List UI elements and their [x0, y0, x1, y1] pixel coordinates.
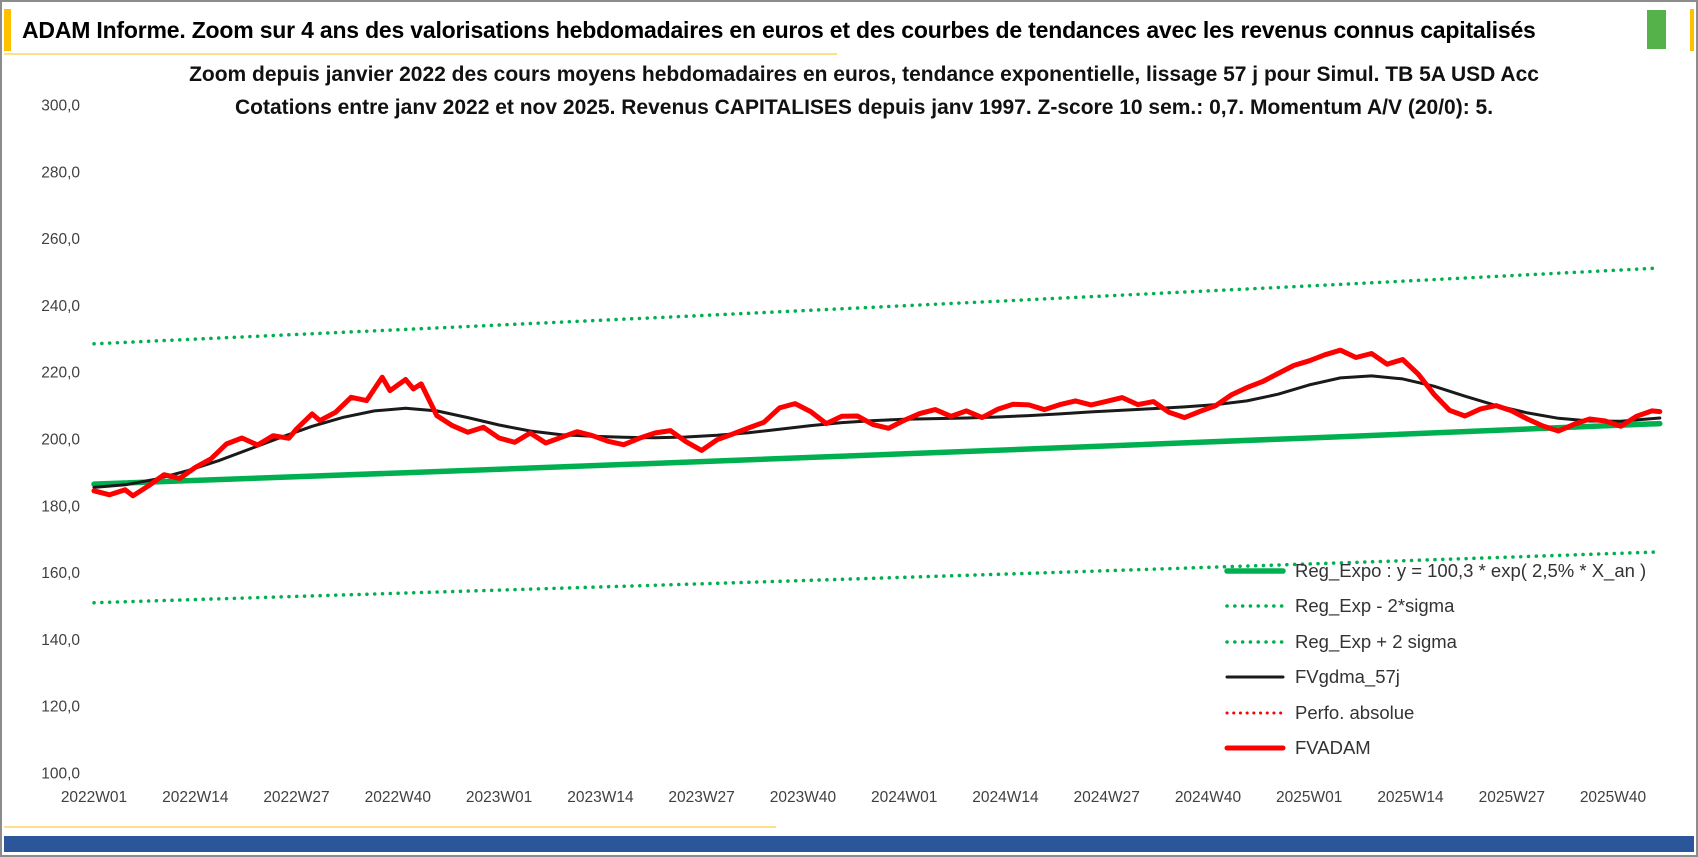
- header-accent-right-strip: [1690, 9, 1694, 51]
- legend-item-label: FVADAM: [1295, 737, 1371, 759]
- series-line-FVgdma_57j: [92, 374, 1662, 489]
- chart-title-line2: Cotations entre janv 2022 et nov 2025. R…: [234, 96, 1494, 119]
- y-tick-label: 100,0: [41, 766, 80, 783]
- legend-line-sample: [1225, 640, 1285, 644]
- series-line-Reg_Expo: [91, 420, 1663, 487]
- x-tick-label: 2024W14: [972, 789, 1039, 806]
- title-bar: ADAM Informe. Zoom sur 4 ans des valoris…: [4, 9, 1694, 51]
- header-accent-green-block: [1647, 10, 1666, 49]
- y-tick-label: 220,0: [41, 365, 80, 382]
- y-tick-label: 200,0: [41, 432, 80, 449]
- legend-item-Reg_Expo: Reg_Expo : y = 100,3 * exp( 2,5% * X_an …: [1224, 553, 1646, 589]
- y-tick-label: 260,0: [41, 231, 80, 248]
- x-tick-label: 2023W01: [466, 789, 532, 806]
- x-tick-label: 2025W40: [1580, 789, 1647, 806]
- legend-line-sample: [1225, 604, 1285, 608]
- legend-line-sample: [1224, 745, 1286, 751]
- series-line-FVADAM: [91, 347, 1663, 499]
- x-tick-label: 2022W14: [162, 789, 229, 806]
- separator-line-bottom: [4, 826, 776, 828]
- x-tick-label: 2024W27: [1074, 789, 1140, 806]
- legend-item-label: Reg_Exp - 2*sigma: [1295, 595, 1455, 617]
- x-tick-label: 2023W40: [770, 789, 837, 806]
- series-line-Reg_Exp_plus: [92, 266, 1662, 346]
- legend-item-FVgdma_57j: FVgdma_57j: [1224, 660, 1646, 696]
- y-tick-label: 160,0: [41, 565, 80, 582]
- legend-item-Reg_Exp_plus: Reg_Exp + 2 sigma: [1224, 624, 1646, 660]
- series-line-Reg_Exp_minus: [92, 550, 1662, 605]
- legend-item-Perfo_absolue: Perfo. absolue: [1224, 695, 1646, 731]
- legend-line-sample: [1225, 711, 1285, 715]
- y-tick-label: 300,0: [41, 98, 80, 115]
- x-tick-label: 2025W01: [1276, 789, 1342, 806]
- x-tick-label: 2022W40: [365, 789, 432, 806]
- chart-plot-area: 300,0 280,0 260,0 240,0 220,0 200,0 180,0 160,0…: [41, 98, 1663, 806]
- footer-bar: [4, 836, 1694, 852]
- legend-line-sample: [1225, 675, 1285, 679]
- y-tick-label: 280,0: [41, 164, 80, 181]
- legend-item-Reg_Exp_minus: Reg_Exp - 2*sigma: [1224, 589, 1646, 625]
- x-tick-label: 2025W27: [1479, 789, 1545, 806]
- x-tick-label: 2023W14: [567, 789, 634, 806]
- separator-line-top: [4, 53, 837, 55]
- legend-line-sample: [1224, 568, 1286, 574]
- x-tick-label: 2023W27: [668, 789, 734, 806]
- x-tick-label: 2025W14: [1377, 789, 1444, 806]
- y-tick-label: 180,0: [41, 498, 80, 515]
- y-tick-label: 240,0: [41, 298, 80, 315]
- page-title: ADAM Informe. Zoom sur 4 ans des valoris…: [22, 17, 1536, 43]
- y-tick-label: 140,0: [41, 632, 80, 649]
- chart-title-line1: Zoom depuis janvier 2022 des cours moyen…: [189, 63, 1539, 86]
- chart-legend: Reg_Expo : y = 100,3 * exp( 2,5% * X_an …: [1224, 553, 1646, 766]
- x-tick-label: 2022W27: [263, 789, 329, 806]
- legend-item-label: FVgdma_57j: [1295, 666, 1400, 688]
- x-tick-label: 2024W40: [1175, 789, 1242, 806]
- legend-item-label: Reg_Exp + 2 sigma: [1295, 630, 1457, 652]
- legend-item-label: Perfo. absolue: [1295, 701, 1415, 723]
- header-accent-yellow-strip: [4, 9, 11, 51]
- legend-item-FVADAM: FVADAM: [1224, 731, 1646, 767]
- x-tick-label: 2024W01: [871, 789, 937, 806]
- y-tick-label: 120,0: [41, 699, 80, 716]
- legend-item-label: Reg_Expo : y = 100,3 * exp( 2,5% * X_an …: [1295, 559, 1647, 581]
- x-tick-label: 2022W01: [61, 789, 127, 806]
